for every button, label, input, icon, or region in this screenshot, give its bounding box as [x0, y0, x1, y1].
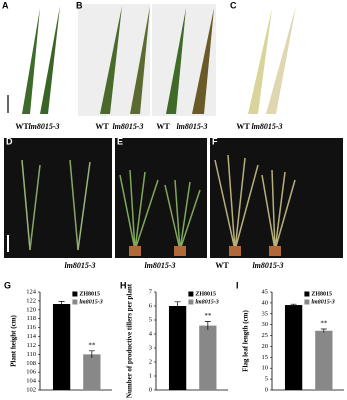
y-tick-label: 10 [262, 365, 269, 372]
significance: ** [204, 312, 212, 320]
y-tick-label: 20 [262, 343, 269, 350]
legend-swatch [304, 299, 310, 305]
y-tick-label: 15 [262, 354, 269, 361]
y-tick-label: 5 [265, 376, 268, 383]
sample-label: lm8015-3 [251, 122, 282, 131]
photo-f [210, 138, 343, 258]
significance: ** [88, 341, 96, 349]
legend-label: lm8015-3 [311, 299, 334, 305]
sample-label: lm8015-3 [28, 122, 59, 131]
sample-label: lm8015-3 [64, 261, 95, 270]
bar [284, 305, 303, 390]
y-tick-label: 106 [26, 369, 37, 376]
y-tick-label: 122 [26, 297, 36, 304]
panel-letter: D [6, 136, 13, 146]
sample-label: WT [236, 122, 250, 131]
bar [52, 304, 71, 390]
y-tick-label: 1 [149, 372, 152, 379]
legend-swatch [188, 291, 194, 297]
y-tick-label: 108 [26, 360, 36, 367]
error-bar [174, 301, 181, 311]
y-tick-label: 0 [265, 386, 268, 393]
significance: ** [320, 320, 328, 328]
y-tick-label: 25 [262, 332, 269, 339]
legend-label: ZH8015 [311, 291, 332, 297]
y-tick-label: 116 [26, 324, 36, 331]
sample-label: WT [95, 122, 109, 131]
y-tick-label: 104 [26, 378, 37, 385]
panel-letter: E [117, 136, 123, 146]
sample-label: WT [15, 122, 29, 131]
bar [315, 330, 333, 390]
legend-label: lm8015-3 [79, 299, 102, 305]
y-tick-label: 120 [26, 306, 36, 313]
y-tick-label: 6 [149, 302, 153, 309]
y-tick-label: 118 [26, 315, 36, 322]
legend-label: ZH8015 [195, 291, 216, 297]
legend-swatch [188, 299, 194, 305]
y-tick-label: 112 [26, 342, 36, 349]
y-tick-label: 4 [149, 330, 153, 337]
y-tick-label: 5 [149, 316, 152, 323]
panel-letter: H [120, 280, 127, 290]
panel-letter: C [230, 0, 237, 10]
y-tick-label: 40 [262, 299, 269, 306]
error-bar [58, 301, 65, 307]
photo-d [4, 138, 112, 258]
error-bar [204, 321, 211, 330]
y-axis-label: Flag leaf length (cm) [242, 310, 250, 372]
legend-label: ZH8015 [79, 291, 100, 297]
panel-letter: F [212, 136, 218, 146]
bar [83, 354, 101, 390]
y-tick-label: 102 [26, 386, 36, 393]
y-tick-label: 7 [149, 288, 153, 295]
error-bar [88, 350, 95, 358]
panel-letter: B [76, 0, 83, 10]
photo-a [4, 4, 62, 116]
photo-c [232, 4, 302, 116]
y-tick-label: 124 [26, 288, 37, 295]
y-axis-label: Plant height (cm) [10, 314, 18, 366]
legend-swatch [304, 291, 310, 297]
photo-b [78, 4, 216, 116]
panel-letter: G [4, 280, 11, 290]
legend-label: lm8015-3 [195, 299, 218, 305]
legend-swatch [72, 291, 78, 297]
sample-label: WT [215, 261, 229, 270]
y-tick-label: 45 [262, 288, 269, 295]
legend-swatch [72, 299, 78, 305]
sample-label: lm8015-3 [176, 122, 207, 131]
sample-label: lm8015-3 [112, 122, 143, 131]
y-tick-label: 110 [26, 351, 36, 358]
sample-label: lm8015-3 [144, 261, 175, 270]
y-tick-label: 3 [149, 344, 152, 351]
y-tick-label: 2 [149, 358, 152, 365]
bar [199, 325, 217, 390]
sample-label: lm8015-3 [252, 261, 283, 270]
y-tick-label: 35 [262, 310, 269, 317]
y-tick-label: 114 [26, 333, 36, 340]
y-axis-label: Number of productive tillers per plant [126, 283, 134, 398]
photo-e [115, 138, 207, 258]
panel-letter: I [236, 280, 239, 290]
y-tick-label: 30 [262, 321, 269, 328]
y-tick-label: 0 [149, 386, 152, 393]
error-bar [320, 328, 327, 333]
panel-letter: A [2, 0, 9, 10]
error-bar [290, 303, 297, 306]
bar [168, 306, 187, 390]
sample-label: WT [156, 122, 170, 131]
